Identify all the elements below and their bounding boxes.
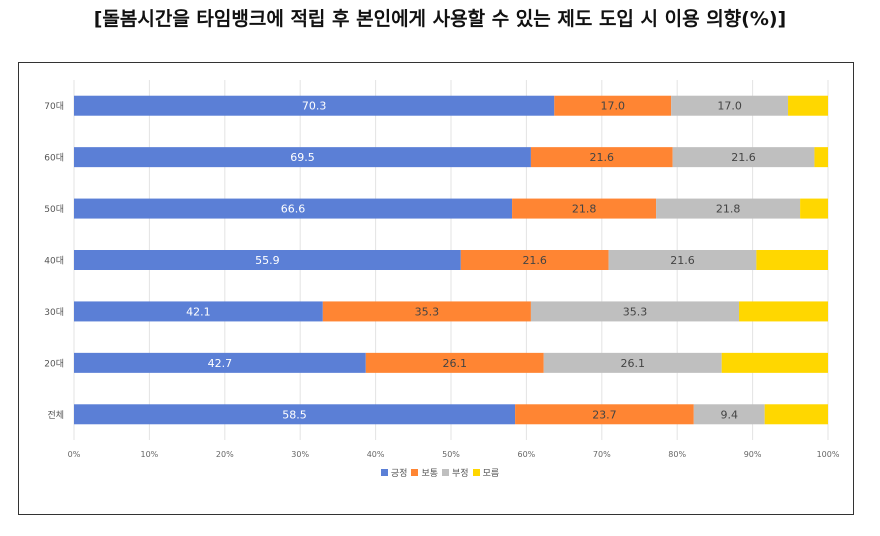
data-label: 69.5 bbox=[290, 151, 315, 164]
bar-segment bbox=[800, 198, 828, 219]
legend-item: 긍정 bbox=[380, 466, 408, 479]
data-label: 26.1 bbox=[443, 357, 468, 370]
bar-segment bbox=[764, 404, 828, 425]
legend-label: 부정 bbox=[452, 469, 469, 479]
bar-segment bbox=[322, 301, 531, 322]
x-tick-label: 100% bbox=[817, 450, 840, 459]
data-label: 58.5 bbox=[282, 408, 307, 421]
x-tick-label: 80% bbox=[668, 450, 686, 459]
legend-item: 부정 bbox=[442, 466, 469, 479]
bar-segment bbox=[671, 95, 789, 116]
category-label: 40대 bbox=[44, 256, 64, 267]
bar-segment bbox=[74, 198, 513, 219]
x-tick-label: 70% bbox=[593, 450, 611, 459]
bar-segment bbox=[74, 147, 531, 168]
data-label: 17.0 bbox=[600, 100, 625, 113]
data-label: 23.7 bbox=[592, 408, 617, 421]
category-label: 30대 bbox=[44, 307, 64, 318]
data-label: 35.3 bbox=[415, 305, 440, 318]
category-label: 50대 bbox=[44, 204, 64, 215]
data-label: 9.4 bbox=[720, 408, 738, 421]
data-label: 21.8 bbox=[572, 203, 597, 216]
bar-segment bbox=[530, 147, 673, 168]
category-label: 전체 bbox=[47, 410, 64, 421]
category-label: 20대 bbox=[44, 358, 64, 369]
bar-segment bbox=[788, 95, 828, 116]
legend-label: 보통 bbox=[421, 469, 438, 479]
x-tick-label: 50% bbox=[442, 450, 460, 459]
x-tick-label: 20% bbox=[216, 450, 234, 459]
x-tick-label: 90% bbox=[744, 450, 762, 459]
data-label: 21.6 bbox=[522, 254, 547, 267]
bar-segment bbox=[608, 250, 757, 270]
category-label: 70대 bbox=[44, 101, 64, 112]
bar-segment bbox=[721, 352, 828, 373]
bar-segment bbox=[74, 404, 516, 425]
data-label: 21.8 bbox=[716, 203, 741, 216]
bar-segment bbox=[530, 301, 740, 322]
x-tick-label: 40% bbox=[367, 450, 385, 459]
bar-segment bbox=[693, 404, 765, 425]
x-tick-label: 0% bbox=[68, 450, 81, 459]
data-label: 42.7 bbox=[208, 357, 233, 370]
bar-segment bbox=[365, 352, 544, 373]
bar-segment bbox=[512, 198, 657, 219]
bar-segment bbox=[756, 250, 828, 270]
data-label: 21.6 bbox=[731, 151, 756, 164]
bar-segment bbox=[656, 198, 801, 219]
bar-segment bbox=[515, 404, 694, 425]
bar-segment bbox=[543, 352, 722, 373]
legend-item: 보통 bbox=[411, 466, 438, 479]
x-tick-label: 30% bbox=[291, 450, 309, 459]
x-tick-label: 10% bbox=[141, 450, 159, 459]
bar-segment bbox=[74, 95, 555, 116]
bar-segment bbox=[74, 352, 366, 373]
x-tick-label: 60% bbox=[518, 450, 536, 459]
legend-item: 모름 bbox=[472, 466, 500, 479]
data-label: 21.6 bbox=[670, 254, 695, 267]
legend-swatch bbox=[442, 469, 449, 476]
data-label: 55.9 bbox=[255, 254, 280, 267]
chart-frame bbox=[18, 62, 854, 515]
bar-segment bbox=[554, 95, 672, 116]
data-label: 17.0 bbox=[717, 100, 742, 113]
bar-segment bbox=[460, 250, 609, 270]
data-label: 66.6 bbox=[281, 203, 306, 216]
bar-segment bbox=[74, 250, 461, 270]
data-label: 70.3 bbox=[302, 100, 327, 113]
legend-swatch bbox=[411, 469, 419, 476]
bar-segment bbox=[814, 147, 828, 168]
legend-label: 모름 bbox=[482, 469, 500, 479]
bar-segment bbox=[672, 147, 815, 168]
legend-swatch bbox=[380, 469, 388, 476]
data-label: 35.3 bbox=[623, 305, 648, 318]
bar-segment bbox=[739, 301, 828, 322]
data-label: 26.1 bbox=[620, 357, 645, 370]
data-label: 42.1 bbox=[186, 305, 211, 318]
legend-label: 긍정 bbox=[390, 469, 408, 479]
chart-title: [돌봄시간을 타임뱅크에 적립 후 본인에게 사용할 수 있는 제도 도입 시 … bbox=[93, 8, 787, 30]
bar-segment bbox=[74, 301, 323, 322]
category-label: 60대 bbox=[44, 153, 64, 164]
data-label: 21.6 bbox=[590, 151, 615, 164]
chart-legend: 긍정 보통 부정 모름 bbox=[0, 466, 880, 479]
legend-swatch bbox=[472, 469, 480, 476]
